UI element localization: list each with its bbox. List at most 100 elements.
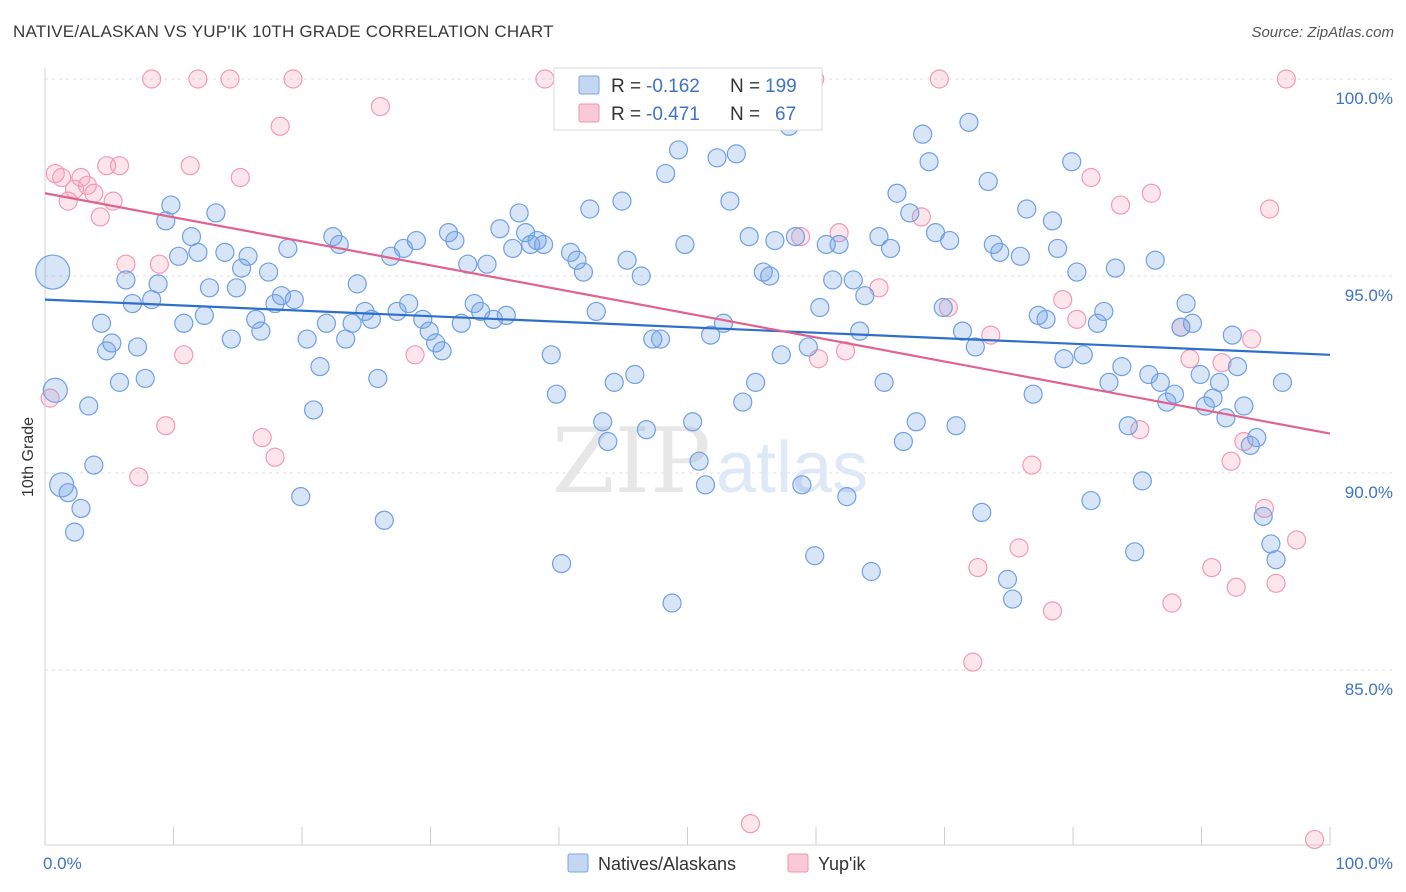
- natives-point-123: [829, 234, 849, 255]
- natives-point-163: [1087, 313, 1108, 333]
- natives-point-116: [785, 227, 806, 247]
- natives-point-171: [1139, 364, 1159, 385]
- natives-point-31: [238, 246, 258, 266]
- natives-point-187: [1240, 435, 1260, 456]
- natives-point-60: [426, 333, 446, 353]
- yupik-point-29: [740, 814, 761, 834]
- natives-point-96: [656, 163, 676, 184]
- natives-point-28: [221, 329, 241, 349]
- yupik-point-16: [156, 416, 176, 436]
- natives-point-183: [1216, 408, 1236, 428]
- yupik-point-6: [77, 175, 98, 195]
- yupik-point-60: [1254, 498, 1275, 519]
- x-ticks: [44, 827, 1331, 845]
- watermark-zip: ZIP: [552, 409, 711, 514]
- natives-point-52: [374, 510, 394, 530]
- natives-point-192: [1272, 372, 1293, 392]
- yupik-point-40: [968, 557, 988, 578]
- natives-point-144: [965, 337, 985, 357]
- natives-point-25: [199, 278, 220, 298]
- natives-point-93: [636, 420, 656, 440]
- yupik-point-5: [71, 167, 91, 188]
- legend-r-value-natives: -0.162: [646, 76, 700, 97]
- natives-point-106: [720, 191, 740, 211]
- source-label: Source: ZipAtlas.com: [1251, 24, 1394, 41]
- natives-point-88: [604, 372, 624, 392]
- natives-point-127: [855, 286, 875, 306]
- natives-point-7: [84, 455, 104, 475]
- yupik-point-12: [116, 254, 136, 274]
- natives-point-98: [668, 140, 689, 160]
- yupik-point-46: [1067, 309, 1087, 329]
- natives-point-24: [194, 305, 214, 325]
- natives-point-104: [707, 148, 727, 168]
- yupik-point-27: [405, 345, 425, 365]
- natives-point-166: [1105, 258, 1126, 278]
- natives-point-63: [445, 230, 465, 251]
- natives-point-132: [887, 183, 907, 203]
- yupik-point-26: [370, 96, 390, 117]
- natives-point-4: [64, 522, 85, 542]
- natives-point-74: [515, 223, 536, 243]
- natives-point-92: [631, 266, 651, 286]
- yupik-point-56: [1221, 451, 1241, 471]
- yupik-point-39: [963, 652, 983, 672]
- trend-lines: [44, 192, 1331, 435]
- natives-point-56: [399, 293, 419, 314]
- natives-point-177: [1176, 293, 1196, 314]
- natives-point-20: [169, 246, 189, 266]
- legend-swatch-natives: [578, 75, 600, 95]
- yupik-point-43: [1022, 455, 1042, 475]
- natives-point-186: [1234, 396, 1254, 416]
- natives-point-175: [1164, 384, 1185, 404]
- natives-point-156: [1042, 211, 1063, 231]
- natives-point-161: [1073, 345, 1093, 365]
- natives-point-141: [946, 416, 966, 436]
- natives-point-164: [1094, 301, 1114, 322]
- y-tick-label-1: 90.0%: [1345, 483, 1393, 502]
- yupik-point-55: [1212, 353, 1232, 373]
- natives-point-27: [215, 242, 235, 262]
- natives-point-129: [869, 227, 889, 247]
- yupik-point-59: [1242, 329, 1262, 349]
- yupik-point-48: [1110, 195, 1131, 215]
- yupik-point-17: [174, 345, 194, 365]
- natives-point-30: [232, 258, 252, 278]
- yupik-point-51: [1162, 593, 1182, 613]
- bottom-legend-label-natives: Natives/Alaskans: [598, 854, 736, 874]
- yupik-point-44: [1042, 601, 1063, 621]
- natives-point-158: [1054, 349, 1074, 369]
- watermark: ZIP atlas: [552, 409, 868, 514]
- legend-n-value-yupik: 67: [775, 104, 796, 125]
- watermark-atlas: atlas: [716, 428, 868, 508]
- natives-point-100: [683, 412, 703, 432]
- yupik-point-13: [129, 467, 149, 487]
- yupik-point-50: [1141, 183, 1161, 203]
- natives-point-109: [739, 227, 759, 247]
- natives-point-182: [1209, 372, 1230, 392]
- natives-point-35: [265, 293, 285, 314]
- natives-point-38: [284, 290, 304, 310]
- natives-point-150: [1003, 589, 1023, 609]
- natives-point-39: [291, 487, 311, 507]
- natives-point-23: [188, 242, 208, 262]
- legend-r-value-yupik: -0.471: [646, 104, 700, 125]
- y-tick-label-0: 85.0%: [1345, 680, 1393, 699]
- yupik-point-19: [188, 69, 208, 89]
- natives-point-178: [1182, 313, 1203, 333]
- natives-point-157: [1047, 238, 1068, 259]
- natives-point-14: [127, 337, 148, 357]
- natives-point-90: [617, 250, 637, 270]
- natives-point-108: [733, 392, 753, 412]
- yupik-point-30: [790, 227, 811, 247]
- natives-point-176: [1171, 317, 1191, 337]
- natives-point-42: [310, 357, 330, 377]
- natives-point-173: [1150, 372, 1170, 392]
- natives-point-36: [271, 286, 292, 306]
- natives-point-124: [837, 487, 857, 507]
- natives-point-142: [952, 321, 973, 341]
- yupik-point-53: [1180, 349, 1200, 369]
- natives-point-137: [919, 152, 939, 172]
- natives-point-113: [765, 230, 785, 251]
- yupik-point-11: [109, 156, 130, 176]
